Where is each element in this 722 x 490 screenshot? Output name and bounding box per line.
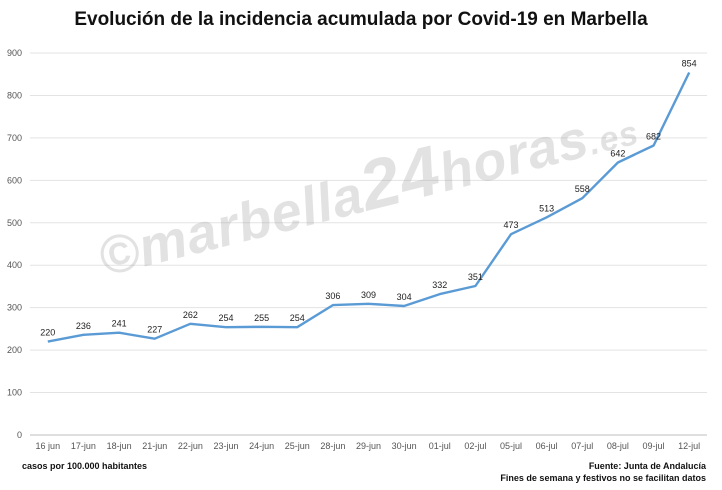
data-label: 241 [112, 319, 127, 329]
watermark-domain: .es [584, 113, 643, 163]
series-line [47, 71, 691, 343]
data-label: 255 [254, 313, 269, 323]
data-label: 642 [610, 149, 625, 159]
data-label: 309 [361, 290, 376, 300]
x-tick-label: 21-jun [142, 441, 167, 451]
x-tick-label: 30-jun [392, 441, 417, 451]
x-tick-label: 17-jun [71, 441, 96, 451]
x-tick-label: 01-jul [429, 441, 451, 451]
data-label: 332 [432, 280, 447, 290]
y-tick-label: 0 [17, 430, 22, 440]
data-label: 227 [147, 325, 162, 335]
x-tick-label: 29-jun [356, 441, 381, 451]
series-line-group [47, 71, 691, 343]
y-tick-label: 900 [7, 48, 22, 58]
x-tick-label: 06-jul [536, 441, 558, 451]
data-label: 513 [539, 203, 554, 213]
y-axis-ticks: 0 100 200 300 400 500 600 700 800 900 [7, 48, 22, 440]
data-label: 854 [682, 59, 697, 69]
x-tick-label: 09-jul [643, 441, 665, 451]
data-label: 254 [218, 313, 233, 323]
data-labels: 220 236 241 227 262 254 255 254 306 309 304 332 351 4… [40, 59, 696, 338]
weekend-note: Fines de semana y festivos no se facilit… [500, 473, 706, 483]
gridlines [30, 52, 707, 436]
x-axis-ticks: 16 jun 17-jun 18-jun 21-jun 22-jun 23-jun 24-j… [36, 441, 701, 451]
x-tick-label: 16 jun [36, 441, 61, 451]
x-tick-label: 12-jul [678, 441, 700, 451]
y-tick-label: 200 [7, 345, 22, 355]
data-label: 682 [646, 132, 661, 142]
units-note: casos por 100.000 habitantes [22, 461, 148, 471]
x-tick-label: 05-jul [500, 441, 522, 451]
data-label: 306 [325, 291, 340, 301]
data-label: 254 [290, 313, 305, 323]
x-tick-label: 24-jun [249, 441, 274, 451]
y-tick-label: 600 [7, 175, 22, 185]
data-label: 558 [575, 184, 590, 194]
data-label: 236 [76, 321, 91, 331]
data-label: 262 [183, 310, 198, 320]
x-tick-label: 02-jul [464, 441, 486, 451]
y-tick-label: 800 [7, 90, 22, 100]
y-tick-label: 500 [7, 218, 22, 228]
data-label: 473 [504, 220, 519, 230]
source-text: Fuente: Junta de Andalucía [588, 461, 706, 471]
x-tick-label: 28-jun [320, 441, 345, 451]
x-tick-label: 22-jun [178, 441, 203, 451]
data-label: 220 [40, 328, 55, 338]
x-tick-label: 07-jul [571, 441, 593, 451]
x-tick-label: 23-jun [213, 441, 238, 451]
x-tick-label: 18-jun [107, 441, 132, 451]
x-tick-label: 25-jun [285, 441, 310, 451]
x-tick-label: 08-jul [607, 441, 629, 451]
y-tick-label: 400 [7, 260, 22, 270]
chart-title: Evolución de la incidencia acumulada por… [74, 9, 648, 30]
source-note: Fuente: Junta de Andalucía Fines de sema… [500, 460, 706, 484]
data-label: 351 [468, 272, 483, 282]
data-label: 304 [397, 292, 412, 302]
y-tick-label: 700 [7, 133, 22, 143]
y-tick-label: 100 [7, 388, 22, 398]
y-tick-label: 300 [7, 303, 22, 313]
